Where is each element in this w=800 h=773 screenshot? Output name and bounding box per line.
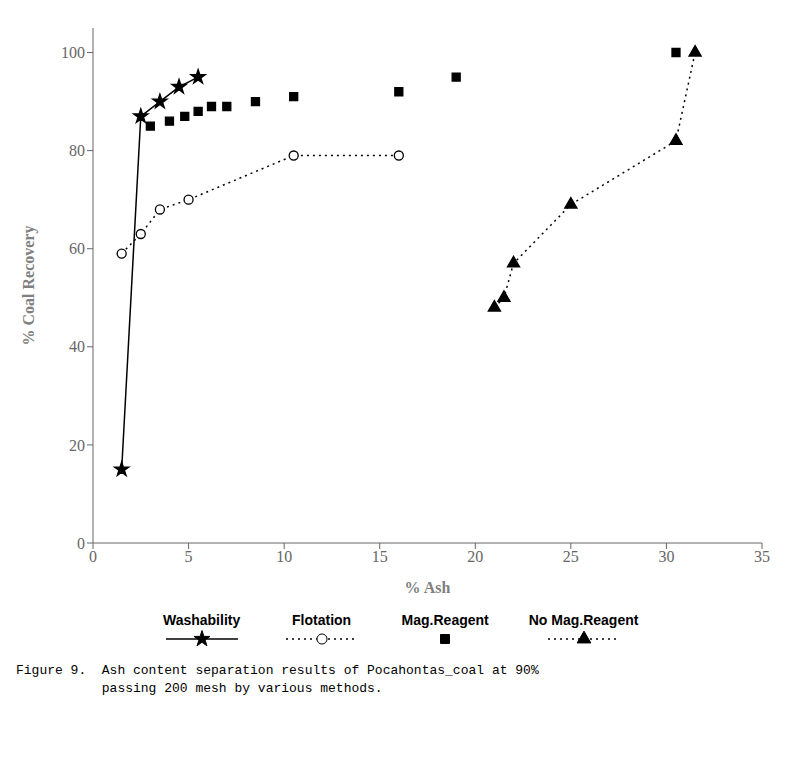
svg-text:% Coal Recovery: % Coal Recovery [20, 226, 38, 346]
svg-text:15: 15 [372, 548, 388, 565]
svg-text:60: 60 [69, 240, 85, 257]
html-text:Flotation: Flotation [292, 612, 352, 628]
svg-text:5: 5 [185, 548, 193, 565]
html-text:No Mag.Reagent: No Mag.Reagent [528, 612, 639, 628]
svg-text:% Ash: % Ash [405, 579, 451, 596]
html-text:passing 200 mesh by various me: passing 200 mesh by various methods. [16, 681, 383, 696]
svg-text:0: 0 [89, 548, 97, 565]
svg-text:20: 20 [69, 437, 85, 454]
svg-text:40: 40 [69, 338, 85, 355]
svg-text:80: 80 [69, 142, 85, 159]
svg-text:25: 25 [563, 548, 579, 565]
svg-text:35: 35 [754, 548, 770, 565]
html-text:Figure 9. Ash content separati: Figure 9. Ash content separation results… [16, 663, 539, 678]
svg-text:10: 10 [276, 548, 292, 565]
svg-text:20: 20 [467, 548, 483, 565]
svg-text:100: 100 [61, 44, 85, 61]
html-text:Washability: Washability [163, 612, 241, 628]
svg-text:0: 0 [77, 535, 85, 552]
html-text:Mag.Reagent: Mag.Reagent [401, 612, 489, 628]
svg-text:30: 30 [658, 548, 674, 565]
